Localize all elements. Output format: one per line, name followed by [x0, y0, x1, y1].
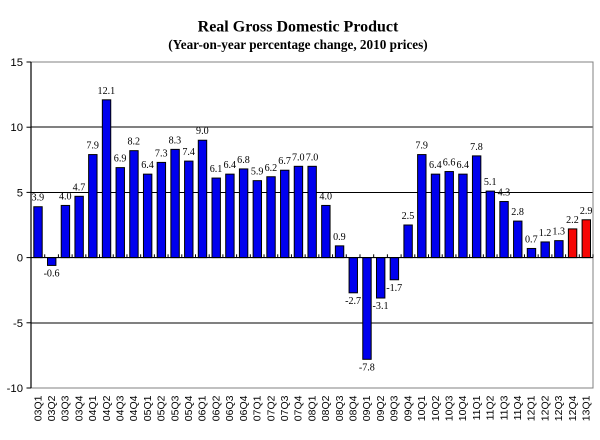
- svg-text:6.2: 6.2: [265, 163, 278, 174]
- svg-text:-3.1: -3.1: [373, 301, 389, 312]
- svg-text:04Q4: 04Q4: [128, 395, 140, 421]
- svg-text:08Q4: 08Q4: [348, 395, 360, 421]
- svg-text:0: 0: [17, 253, 23, 265]
- svg-text:03Q1: 03Q1: [32, 395, 44, 421]
- svg-text:09Q4: 09Q4: [402, 395, 414, 421]
- svg-text:09Q2: 09Q2: [375, 395, 387, 421]
- svg-text:13Q1: 13Q1: [581, 395, 593, 421]
- svg-text:(Year-on-year percentage chang: (Year-on-year percentage change, 2010 pr…: [168, 37, 427, 52]
- svg-text:06Q2: 06Q2: [210, 395, 222, 421]
- svg-text:7.0: 7.0: [306, 152, 319, 163]
- svg-text:06Q4: 06Q4: [238, 395, 250, 421]
- svg-text:11Q1: 11Q1: [471, 395, 483, 420]
- svg-text:05Q2: 05Q2: [156, 395, 168, 421]
- svg-text:10Q1: 10Q1: [416, 395, 428, 421]
- svg-text:6.4: 6.4: [429, 160, 442, 171]
- svg-text:2.5: 2.5: [402, 211, 415, 222]
- svg-text:4.7: 4.7: [73, 182, 86, 193]
- svg-text:7.4: 7.4: [182, 147, 195, 158]
- svg-text:07Q2: 07Q2: [265, 395, 277, 421]
- svg-text:10: 10: [10, 122, 23, 134]
- svg-text:09Q1: 09Q1: [361, 395, 373, 421]
- svg-text:09Q3: 09Q3: [389, 395, 401, 421]
- svg-text:04Q3: 04Q3: [115, 395, 127, 421]
- svg-text:1.2: 1.2: [539, 228, 552, 239]
- svg-text:6.6: 6.6: [443, 158, 456, 169]
- svg-text:05Q3: 05Q3: [169, 395, 181, 421]
- svg-text:04Q1: 04Q1: [87, 395, 99, 421]
- svg-text:12Q3: 12Q3: [553, 395, 565, 421]
- svg-text:06Q3: 06Q3: [224, 395, 236, 421]
- svg-text:08Q1: 08Q1: [306, 395, 318, 421]
- svg-text:11Q2: 11Q2: [485, 395, 497, 420]
- svg-text:03Q3: 03Q3: [60, 395, 72, 421]
- svg-text:6.7: 6.7: [278, 156, 291, 167]
- svg-text:2.8: 2.8: [511, 207, 524, 218]
- svg-text:4.3: 4.3: [498, 188, 511, 199]
- svg-text:7.3: 7.3: [155, 148, 168, 159]
- svg-text:1.3: 1.3: [552, 227, 565, 238]
- svg-text:12Q2: 12Q2: [539, 395, 551, 421]
- svg-text:08Q2: 08Q2: [320, 395, 332, 421]
- svg-text:-7.8: -7.8: [359, 362, 375, 373]
- svg-text:-5: -5: [13, 318, 23, 330]
- svg-text:7.0: 7.0: [292, 152, 305, 163]
- svg-text:7.8: 7.8: [470, 142, 483, 153]
- svg-text:10Q4: 10Q4: [457, 395, 469, 421]
- svg-text:6.8: 6.8: [237, 155, 250, 166]
- svg-text:6.9: 6.9: [114, 154, 127, 165]
- svg-text:11Q3: 11Q3: [498, 395, 510, 420]
- svg-text:2.9: 2.9: [580, 206, 593, 217]
- svg-text:10Q3: 10Q3: [443, 395, 455, 421]
- svg-text:3.9: 3.9: [32, 193, 45, 204]
- svg-text:2.2: 2.2: [566, 215, 579, 226]
- svg-text:05Q4: 05Q4: [183, 395, 195, 421]
- svg-text:6.4: 6.4: [141, 160, 154, 171]
- svg-text:7.9: 7.9: [86, 141, 99, 152]
- svg-text:-0.6: -0.6: [44, 268, 60, 279]
- svg-text:8.3: 8.3: [169, 135, 182, 146]
- svg-text:08Q3: 08Q3: [334, 395, 346, 421]
- svg-text:12Q4: 12Q4: [567, 395, 579, 421]
- svg-text:6.4: 6.4: [223, 160, 236, 171]
- svg-text:7.9: 7.9: [415, 141, 428, 152]
- svg-text:5.1: 5.1: [484, 177, 497, 188]
- svg-text:4.0: 4.0: [319, 191, 332, 202]
- svg-text:07Q4: 07Q4: [293, 395, 305, 421]
- svg-text:Real Gross Domestic Product: Real Gross Domestic Product: [198, 19, 399, 36]
- svg-text:15: 15: [10, 57, 23, 69]
- svg-text:0.9: 0.9: [333, 232, 346, 243]
- svg-text:03Q4: 03Q4: [73, 395, 85, 421]
- svg-text:8.2: 8.2: [127, 137, 140, 148]
- svg-text:12.1: 12.1: [98, 86, 116, 97]
- svg-text:12Q1: 12Q1: [526, 395, 538, 421]
- svg-text:6.1: 6.1: [210, 164, 223, 175]
- svg-text:5.9: 5.9: [251, 167, 264, 178]
- svg-text:07Q1: 07Q1: [252, 395, 264, 421]
- svg-text:6.4: 6.4: [456, 160, 469, 171]
- svg-text:-10: -10: [7, 383, 23, 395]
- svg-text:04Q2: 04Q2: [101, 395, 113, 421]
- svg-text:11Q4: 11Q4: [512, 395, 524, 420]
- svg-text:10Q2: 10Q2: [430, 395, 442, 421]
- svg-text:4.0: 4.0: [59, 191, 72, 202]
- svg-text:03Q2: 03Q2: [46, 395, 58, 421]
- svg-text:0.7: 0.7: [525, 234, 538, 245]
- svg-text:-2.7: -2.7: [345, 296, 361, 307]
- svg-text:9.0: 9.0: [196, 126, 209, 137]
- svg-text:07Q3: 07Q3: [279, 395, 291, 421]
- svg-text:06Q1: 06Q1: [197, 395, 209, 421]
- svg-text:05Q1: 05Q1: [142, 395, 154, 421]
- svg-text:5: 5: [17, 187, 23, 199]
- svg-text:-1.7: -1.7: [386, 283, 402, 294]
